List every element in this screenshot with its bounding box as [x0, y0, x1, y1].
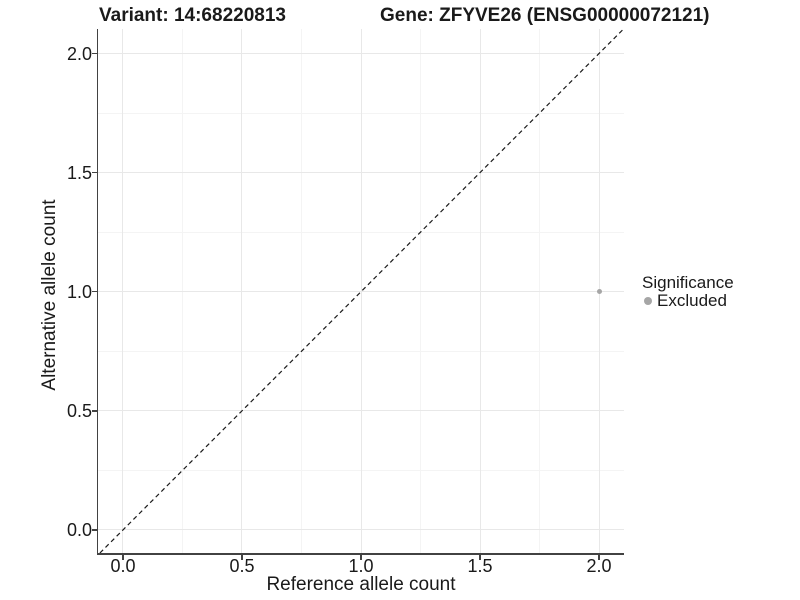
- gridline-major-vertical: [241, 29, 243, 553]
- gridline-minor-vertical: [181, 29, 183, 553]
- x-tick-label: 0.5: [229, 556, 255, 576]
- x-tick-label: 2.0: [586, 556, 612, 576]
- x-tick-mark: [598, 554, 600, 560]
- x-tick-mark: [479, 554, 481, 560]
- y-tick-label: 0.5: [66, 400, 92, 421]
- x-axis-title: Reference allele count: [266, 574, 456, 595]
- plot-panel: [98, 29, 624, 553]
- gridline-major-horizontal: [98, 53, 624, 55]
- gridline-minor-vertical: [420, 29, 421, 553]
- legend-entry-excluded: Excluded: [642, 292, 734, 309]
- identity-line-layer: [99, 29, 624, 553]
- gridline-major-vertical: [479, 29, 481, 553]
- x-tick-label: 1.0: [348, 556, 374, 576]
- gridline-major-horizontal: [98, 529, 624, 531]
- gridline-major-horizontal: [98, 172, 624, 174]
- legend-point-icon: [644, 296, 652, 305]
- plot-title-variant: Variant: 14:68220813: [99, 5, 286, 26]
- gridline-major-vertical: [122, 29, 124, 553]
- x-tick-label: 0.0: [110, 556, 136, 576]
- y-axis-line: [96, 29, 98, 555]
- y-tick-label: 0.0: [66, 519, 92, 540]
- y-tick-mark: [91, 410, 97, 412]
- gridline-minor-vertical: [539, 29, 540, 553]
- y-tick-mark: [91, 529, 97, 531]
- y-tick-mark: [91, 171, 97, 174]
- plot-title-gene: Gene: ZFYVE26 (ENSG00000072121): [380, 5, 710, 26]
- x-axis-line: [96, 553, 624, 555]
- gridline-minor-vertical: [300, 29, 302, 553]
- y-tick-label: 1.0: [66, 281, 92, 302]
- legend: Significance Excluded: [642, 274, 734, 309]
- y-tick-label: 2.0: [66, 43, 92, 64]
- x-tick-mark: [360, 554, 362, 560]
- x-tick-label: 1.5: [467, 556, 493, 576]
- gridline-major-horizontal: [98, 410, 624, 412]
- legend-key: [642, 292, 654, 309]
- y-tick-label: 1.5: [66, 162, 92, 183]
- legend-title: Significance: [642, 273, 734, 292]
- y-tick-mark: [91, 52, 97, 55]
- identity-line: [99, 29, 624, 553]
- gridline-major-horizontal: [98, 291, 624, 293]
- legend-entry-label: Excluded: [657, 291, 727, 310]
- data-point: [596, 289, 602, 295]
- y-tick-mark: [91, 290, 97, 293]
- x-tick-mark: [241, 554, 243, 560]
- gridline-major-vertical: [360, 29, 362, 553]
- x-tick-mark: [122, 554, 124, 560]
